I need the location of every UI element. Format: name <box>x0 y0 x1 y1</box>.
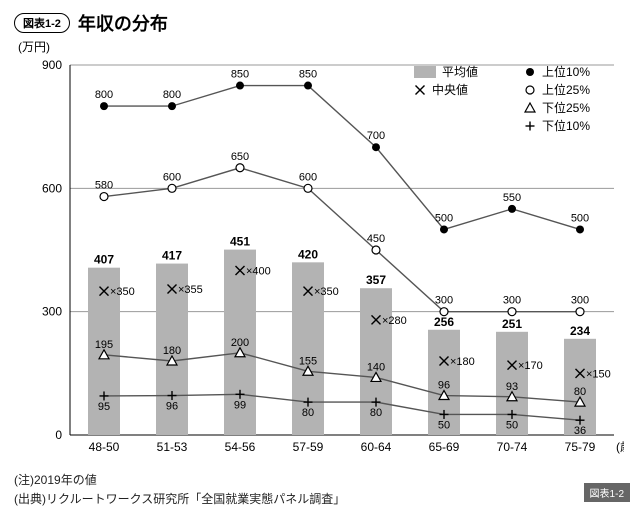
svg-text:900: 900 <box>42 58 62 72</box>
svg-text:850: 850 <box>231 69 249 81</box>
svg-text:×400: ×400 <box>246 266 271 278</box>
svg-text:93: 93 <box>506 381 518 393</box>
svg-text:上位25%: 上位25% <box>542 82 590 97</box>
svg-text:300: 300 <box>571 295 589 307</box>
svg-text:65-69: 65-69 <box>429 440 460 454</box>
svg-text:0: 0 <box>55 428 62 442</box>
svg-text:80: 80 <box>370 407 382 419</box>
svg-text:850: 850 <box>299 69 317 81</box>
svg-text:195: 195 <box>95 339 113 351</box>
svg-text:500: 500 <box>571 212 589 224</box>
svg-text:417: 417 <box>162 249 182 263</box>
svg-text:580: 580 <box>95 180 113 192</box>
svg-text:×170: ×170 <box>518 360 543 372</box>
svg-text:420: 420 <box>298 247 318 261</box>
svg-text:500: 500 <box>435 212 453 224</box>
svg-text:357: 357 <box>366 273 386 287</box>
svg-text:80: 80 <box>574 386 586 398</box>
svg-text:51-53: 51-53 <box>157 440 188 454</box>
svg-text:95: 95 <box>98 401 110 413</box>
y-unit: (万円) <box>18 38 626 55</box>
svg-text:96: 96 <box>438 380 450 392</box>
svg-text:48-50: 48-50 <box>89 440 120 454</box>
svg-text:75-79: 75-79 <box>565 440 596 454</box>
svg-text:下位10%: 下位10% <box>542 118 590 133</box>
svg-text:600: 600 <box>42 181 62 195</box>
svg-text:×180: ×180 <box>450 356 475 368</box>
figure-tag: 図表1-2 <box>14 13 70 33</box>
svg-text:×350: ×350 <box>314 286 339 298</box>
svg-text:60-64: 60-64 <box>361 440 392 454</box>
footnotes: (注)2019年の値 (出典)リクルートワークス研究所「全国就業実態パネル調査」 <box>14 471 626 509</box>
chart-svg: 0 300 600 900 407 417 451 420 357 256 251 234 800 800… <box>14 55 624 460</box>
svg-text:550: 550 <box>503 192 521 204</box>
svg-text:上位10%: 上位10% <box>542 64 590 79</box>
svg-text:650: 650 <box>231 151 249 163</box>
svg-text:200: 200 <box>231 337 249 349</box>
footer-badge: 図表1-2 <box>584 483 630 502</box>
svg-text:×150: ×150 <box>586 368 611 380</box>
chart-title: 年収の分布 <box>78 10 168 36</box>
svg-text:140: 140 <box>367 361 385 373</box>
svg-text:234: 234 <box>570 324 590 338</box>
svg-text:54-56: 54-56 <box>225 440 256 454</box>
chart-area: 0 300 600 900 407 417 451 420 357 256 251 234 800 800… <box>14 55 624 465</box>
svg-text:×280: ×280 <box>382 315 407 327</box>
svg-text:57-59: 57-59 <box>293 440 324 454</box>
svg-text:700: 700 <box>367 130 385 142</box>
svg-text:(歳): (歳) <box>616 440 624 454</box>
svg-text:300: 300 <box>435 295 453 307</box>
svg-text:450: 450 <box>367 233 385 245</box>
note-2: (出典)リクルートワークス研究所「全国就業実態パネル調査」 <box>14 490 626 509</box>
svg-text:256: 256 <box>434 315 454 329</box>
svg-text:407: 407 <box>94 253 114 267</box>
svg-text:251: 251 <box>502 317 522 331</box>
svg-text:平均値: 平均値 <box>442 64 478 79</box>
svg-text:180: 180 <box>163 345 181 357</box>
svg-text:155: 155 <box>299 355 317 367</box>
svg-text:下位25%: 下位25% <box>542 100 590 115</box>
svg-text:70-74: 70-74 <box>497 440 528 454</box>
svg-text:600: 600 <box>299 171 317 183</box>
svg-text:×355: ×355 <box>178 284 203 296</box>
svg-text:600: 600 <box>163 171 181 183</box>
svg-text:×350: ×350 <box>110 286 135 298</box>
svg-text:50: 50 <box>438 419 450 431</box>
header: 図表1-2 年収の分布 <box>14 10 626 36</box>
svg-text:80: 80 <box>302 407 314 419</box>
svg-text:99: 99 <box>234 399 246 411</box>
svg-text:中央値: 中央値 <box>432 82 468 97</box>
svg-text:300: 300 <box>503 295 521 307</box>
svg-text:50: 50 <box>506 419 518 431</box>
svg-text:300: 300 <box>42 305 62 319</box>
svg-text:800: 800 <box>95 89 113 101</box>
container: 図表1-2 年収の分布 (万円) 0 300 600 900 407 417 451 420 3… <box>0 0 640 510</box>
svg-text:96: 96 <box>166 401 178 413</box>
svg-text:451: 451 <box>230 235 250 249</box>
svg-text:36: 36 <box>574 425 586 437</box>
note-1: (注)2019年の値 <box>14 471 626 490</box>
svg-text:800: 800 <box>163 89 181 101</box>
